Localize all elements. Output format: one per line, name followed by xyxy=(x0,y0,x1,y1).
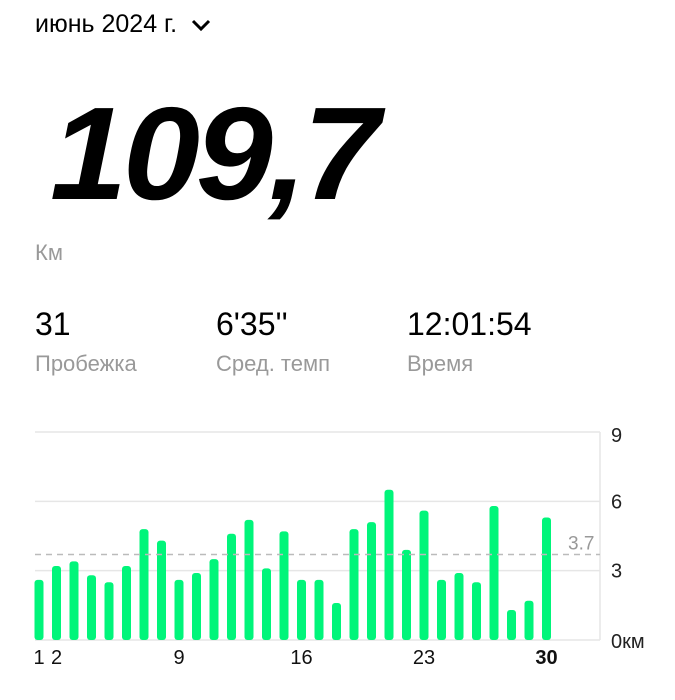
total-distance: 109,7 xyxy=(50,80,380,227)
month-selector[interactable]: июнь 2024 г. xyxy=(35,10,211,39)
y-tick-label: 3 xyxy=(611,561,622,583)
bar-day-7 xyxy=(139,529,149,640)
x-tick-label: 16 xyxy=(290,647,312,669)
bar-day-15 xyxy=(279,531,289,640)
bar-day-17 xyxy=(314,579,324,640)
x-tick-label: 9 xyxy=(173,647,184,669)
bar-day-24 xyxy=(437,579,446,640)
stat-pace: 6'35'' Сред. темп xyxy=(216,306,330,377)
bar-day-22 xyxy=(402,549,411,640)
bar-day-18 xyxy=(332,603,341,640)
bar-day-2 xyxy=(52,566,61,640)
y-tick-label: 6 xyxy=(611,491,622,513)
bar-day-8 xyxy=(157,540,166,640)
bar-day-1 xyxy=(34,579,44,640)
bar-day-5 xyxy=(104,582,114,640)
bar-day-29 xyxy=(524,600,534,640)
bar-day-16 xyxy=(297,579,306,640)
stat-value: 12:01:54 xyxy=(407,306,532,342)
chevron-down-icon xyxy=(192,19,211,31)
bar-day-6 xyxy=(122,566,131,640)
stat-value: 31 xyxy=(35,306,71,342)
bar-day-3 xyxy=(69,561,79,640)
x-tick-label: 2 xyxy=(51,647,62,669)
bar-day-26 xyxy=(472,582,481,640)
x-tick-label: 30 xyxy=(535,647,557,669)
bar-day-19 xyxy=(349,529,359,640)
stat-value: 6'35'' xyxy=(216,306,288,342)
stat-runs: 31 Пробежка xyxy=(35,306,137,377)
bar-day-9 xyxy=(174,579,184,640)
distance-unit: Км xyxy=(35,240,63,265)
bar-day-25 xyxy=(454,572,464,640)
bar-day-28 xyxy=(507,609,516,640)
bar-day-10 xyxy=(192,572,201,640)
bar-day-11 xyxy=(209,559,219,640)
x-tick-label: 23 xyxy=(413,647,435,669)
bar-day-27 xyxy=(489,505,499,640)
bar-day-23 xyxy=(419,510,429,640)
stat-label: Время xyxy=(407,351,474,376)
month-label: июнь 2024 г. xyxy=(35,10,178,38)
bar-day-4 xyxy=(87,575,96,640)
average-label: 3.7 xyxy=(568,533,594,554)
x-tick-label: 1 xyxy=(33,647,44,669)
bar-day-13 xyxy=(244,519,254,640)
y-tick-label: 9 xyxy=(611,425,622,447)
stat-label: Сред. темп xyxy=(216,351,331,376)
bar-day-12 xyxy=(227,533,236,640)
bar-day-20 xyxy=(367,522,376,640)
stat-time: 12:01:54 Время xyxy=(407,306,532,377)
y-tick-label: 0км xyxy=(611,631,645,653)
bar-day-21 xyxy=(384,489,394,640)
bar-day-14 xyxy=(262,568,271,640)
bar-day-30 xyxy=(542,517,551,640)
stat-label: Пробежка xyxy=(35,351,137,376)
